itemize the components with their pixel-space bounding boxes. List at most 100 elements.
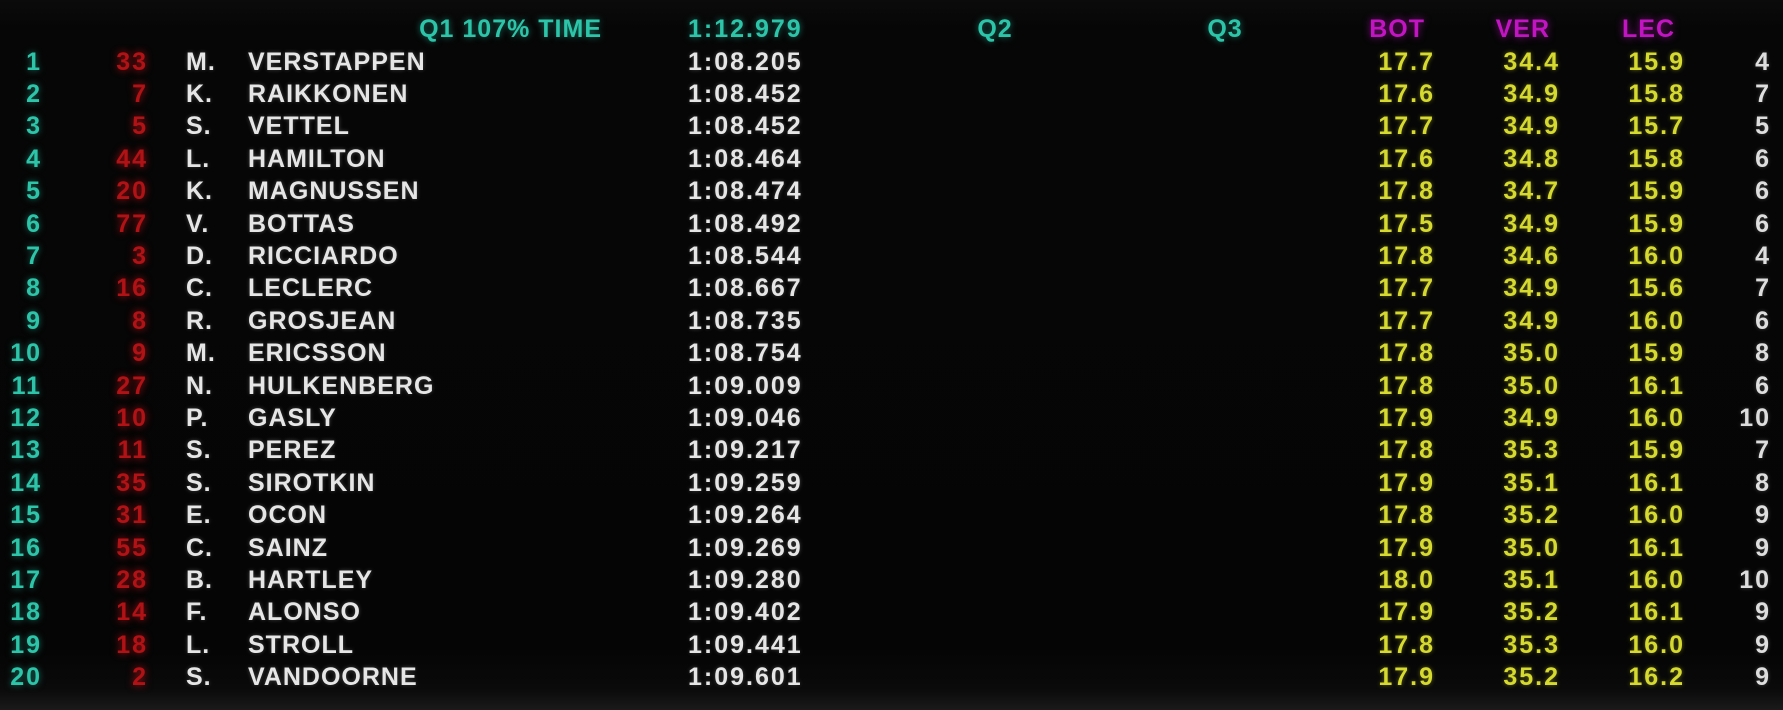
sector1-time-cell: 17.9 xyxy=(1378,663,1435,692)
position-cell: 6 xyxy=(26,209,42,238)
q1-time-cell: 1:08.205 xyxy=(688,47,803,76)
position-cell: 16 xyxy=(10,533,42,562)
q1-time-cell: 1:09.280 xyxy=(688,565,803,594)
sector3-time-cell: 15.8 xyxy=(1628,80,1685,109)
sector2-time-cell: 34.9 xyxy=(1503,403,1560,432)
sector3-time-cell: 15.8 xyxy=(1628,144,1685,173)
sector1-time-cell: 17.8 xyxy=(1378,630,1435,659)
driver-name-cell: OCON xyxy=(248,501,327,530)
sector2-time-cell: 34.9 xyxy=(1503,274,1560,303)
driver-timing-row: 11 27 N. HULKENBERG 1:09.009 17.8 35.0 1… xyxy=(0,370,1783,402)
driver-name-cell: HULKENBERG xyxy=(248,371,435,400)
sector1-time-cell: 17.8 xyxy=(1378,339,1435,368)
q1-time-cell: 1:08.464 xyxy=(688,144,803,173)
car-number-cell: 10 xyxy=(116,403,148,432)
sector1-time-cell: 17.9 xyxy=(1378,533,1435,562)
driver-initial-cell: S. xyxy=(186,663,212,692)
position-cell: 11 xyxy=(11,371,42,400)
sector3-time-cell: 16.2 xyxy=(1628,663,1685,692)
driver-name-cell: VERSTAPPEN xyxy=(248,47,426,76)
q1-time-cell: 1:08.544 xyxy=(688,242,803,271)
position-cell: 10 xyxy=(10,339,42,368)
car-number-cell: 44 xyxy=(116,144,148,173)
car-number-cell: 8 xyxy=(132,306,148,335)
driver-timing-row: 3 5 S. VETTEL 1:08.452 17.7 34.9 15.7 5 xyxy=(0,111,1783,143)
driver-name-cell: HAMILTON xyxy=(248,144,386,173)
position-cell: 12 xyxy=(10,403,42,432)
sector3-time-cell: 15.9 xyxy=(1628,209,1685,238)
q1-time-cell: 1:09.259 xyxy=(688,468,803,497)
position-cell: 9 xyxy=(26,306,42,335)
driver-timing-row: 10 9 M. ERICSSON 1:08.754 17.8 35.0 15.9… xyxy=(0,338,1783,370)
car-number-cell: 18 xyxy=(116,630,148,659)
sector2-time-cell: 34.9 xyxy=(1503,80,1560,109)
position-cell: 3 xyxy=(26,112,42,141)
driver-timing-row: 8 16 C. LECLERC 1:08.667 17.7 34.9 15.6 … xyxy=(0,273,1783,305)
car-number-cell: 20 xyxy=(116,177,148,206)
sector2-time-cell: 34.7 xyxy=(1503,177,1560,206)
car-number-cell: 3 xyxy=(132,242,148,271)
sector1-time-cell: 17.6 xyxy=(1378,80,1435,109)
sector1-best-driver-code: BOT xyxy=(1369,14,1425,43)
lap-count-cell: 6 xyxy=(1755,144,1771,173)
sector3-time-cell: 15.7 xyxy=(1628,112,1685,141)
driver-timing-row: 19 18 L. STROLL 1:09.441 17.8 35.3 16.0 … xyxy=(0,629,1783,661)
timing-table: 1 33 M. VERSTAPPEN 1:08.205 17.7 34.4 15… xyxy=(0,46,1783,694)
lap-count-cell: 7 xyxy=(1755,80,1771,109)
driver-initial-cell: K. xyxy=(186,80,213,109)
sector3-time-cell: 16.0 xyxy=(1628,242,1685,271)
position-cell: 13 xyxy=(10,436,42,465)
sector3-time-cell: 16.1 xyxy=(1628,598,1685,627)
sector2-time-cell: 35.2 xyxy=(1503,663,1560,692)
driver-initial-cell: B. xyxy=(186,565,213,594)
driver-name-cell: LECLERC xyxy=(248,274,374,303)
driver-initial-cell: D. xyxy=(186,242,213,271)
driver-timing-row: 1 33 M. VERSTAPPEN 1:08.205 17.7 34.4 15… xyxy=(0,46,1783,78)
q1-time-cell: 1:08.667 xyxy=(688,274,803,303)
driver-name-cell: HARTLEY xyxy=(248,565,374,594)
sector3-time-cell: 15.9 xyxy=(1628,177,1685,206)
driver-name-cell: GROSJEAN xyxy=(248,306,397,335)
car-number-cell: 5 xyxy=(132,112,148,141)
sector2-time-cell: 35.3 xyxy=(1503,630,1560,659)
sector1-time-cell: 17.5 xyxy=(1378,209,1435,238)
driver-initial-cell: K. xyxy=(186,177,213,206)
sector3-time-cell: 16.0 xyxy=(1628,306,1685,335)
lap-count-cell: 9 xyxy=(1755,630,1771,659)
driver-name-cell: RICCIARDO xyxy=(248,242,399,271)
sector2-time-cell: 35.2 xyxy=(1503,598,1560,627)
lap-count-cell: 6 xyxy=(1755,209,1771,238)
driver-timing-row: 9 8 R. GROSJEAN 1:08.735 17.7 34.9 16.0 … xyxy=(0,305,1783,337)
sector2-time-cell: 35.1 xyxy=(1503,468,1560,497)
driver-initial-cell: F. xyxy=(186,598,208,627)
sector1-time-cell: 17.8 xyxy=(1378,501,1435,530)
car-number-cell: 2 xyxy=(132,663,148,692)
q1-time-cell: 1:08.474 xyxy=(688,177,803,206)
driver-timing-row: 5 20 K. MAGNUSSEN 1:08.474 17.8 34.7 15.… xyxy=(0,176,1783,208)
sector1-time-cell: 17.8 xyxy=(1378,371,1435,400)
car-number-cell: 27 xyxy=(116,371,148,400)
position-cell: 14 xyxy=(10,468,42,497)
sector2-time-cell: 34.9 xyxy=(1503,209,1560,238)
sector2-time-cell: 35.0 xyxy=(1503,371,1560,400)
driver-name-cell: STROLL xyxy=(248,630,354,659)
sector2-time-cell: 34.4 xyxy=(1503,47,1560,76)
sector2-time-cell: 34.9 xyxy=(1503,112,1560,141)
sector2-time-cell: 34.8 xyxy=(1503,144,1560,173)
lap-count-cell: 7 xyxy=(1755,274,1771,303)
driver-timing-row: 16 55 C. SAINZ 1:09.269 17.9 35.0 16.1 9 xyxy=(0,532,1783,564)
sector1-time-cell: 17.7 xyxy=(1378,306,1435,335)
position-cell: 18 xyxy=(10,598,42,627)
q1-time-cell: 1:09.402 xyxy=(688,598,803,627)
driver-initial-cell: C. xyxy=(186,274,213,303)
driver-initial-cell: V. xyxy=(186,209,210,238)
driver-initial-cell: L. xyxy=(186,144,211,173)
sector2-best-driver-code: VER xyxy=(1495,14,1550,43)
driver-timing-row: 18 14 F. ALONSO 1:09.402 17.9 35.2 16.1 … xyxy=(0,597,1783,629)
sector3-time-cell: 16.1 xyxy=(1628,468,1685,497)
driver-initial-cell: M. xyxy=(186,47,216,76)
sector2-time-cell: 34.9 xyxy=(1503,306,1560,335)
sector3-time-cell: 16.0 xyxy=(1628,501,1685,530)
q1-time-cell: 1:09.269 xyxy=(688,533,803,562)
